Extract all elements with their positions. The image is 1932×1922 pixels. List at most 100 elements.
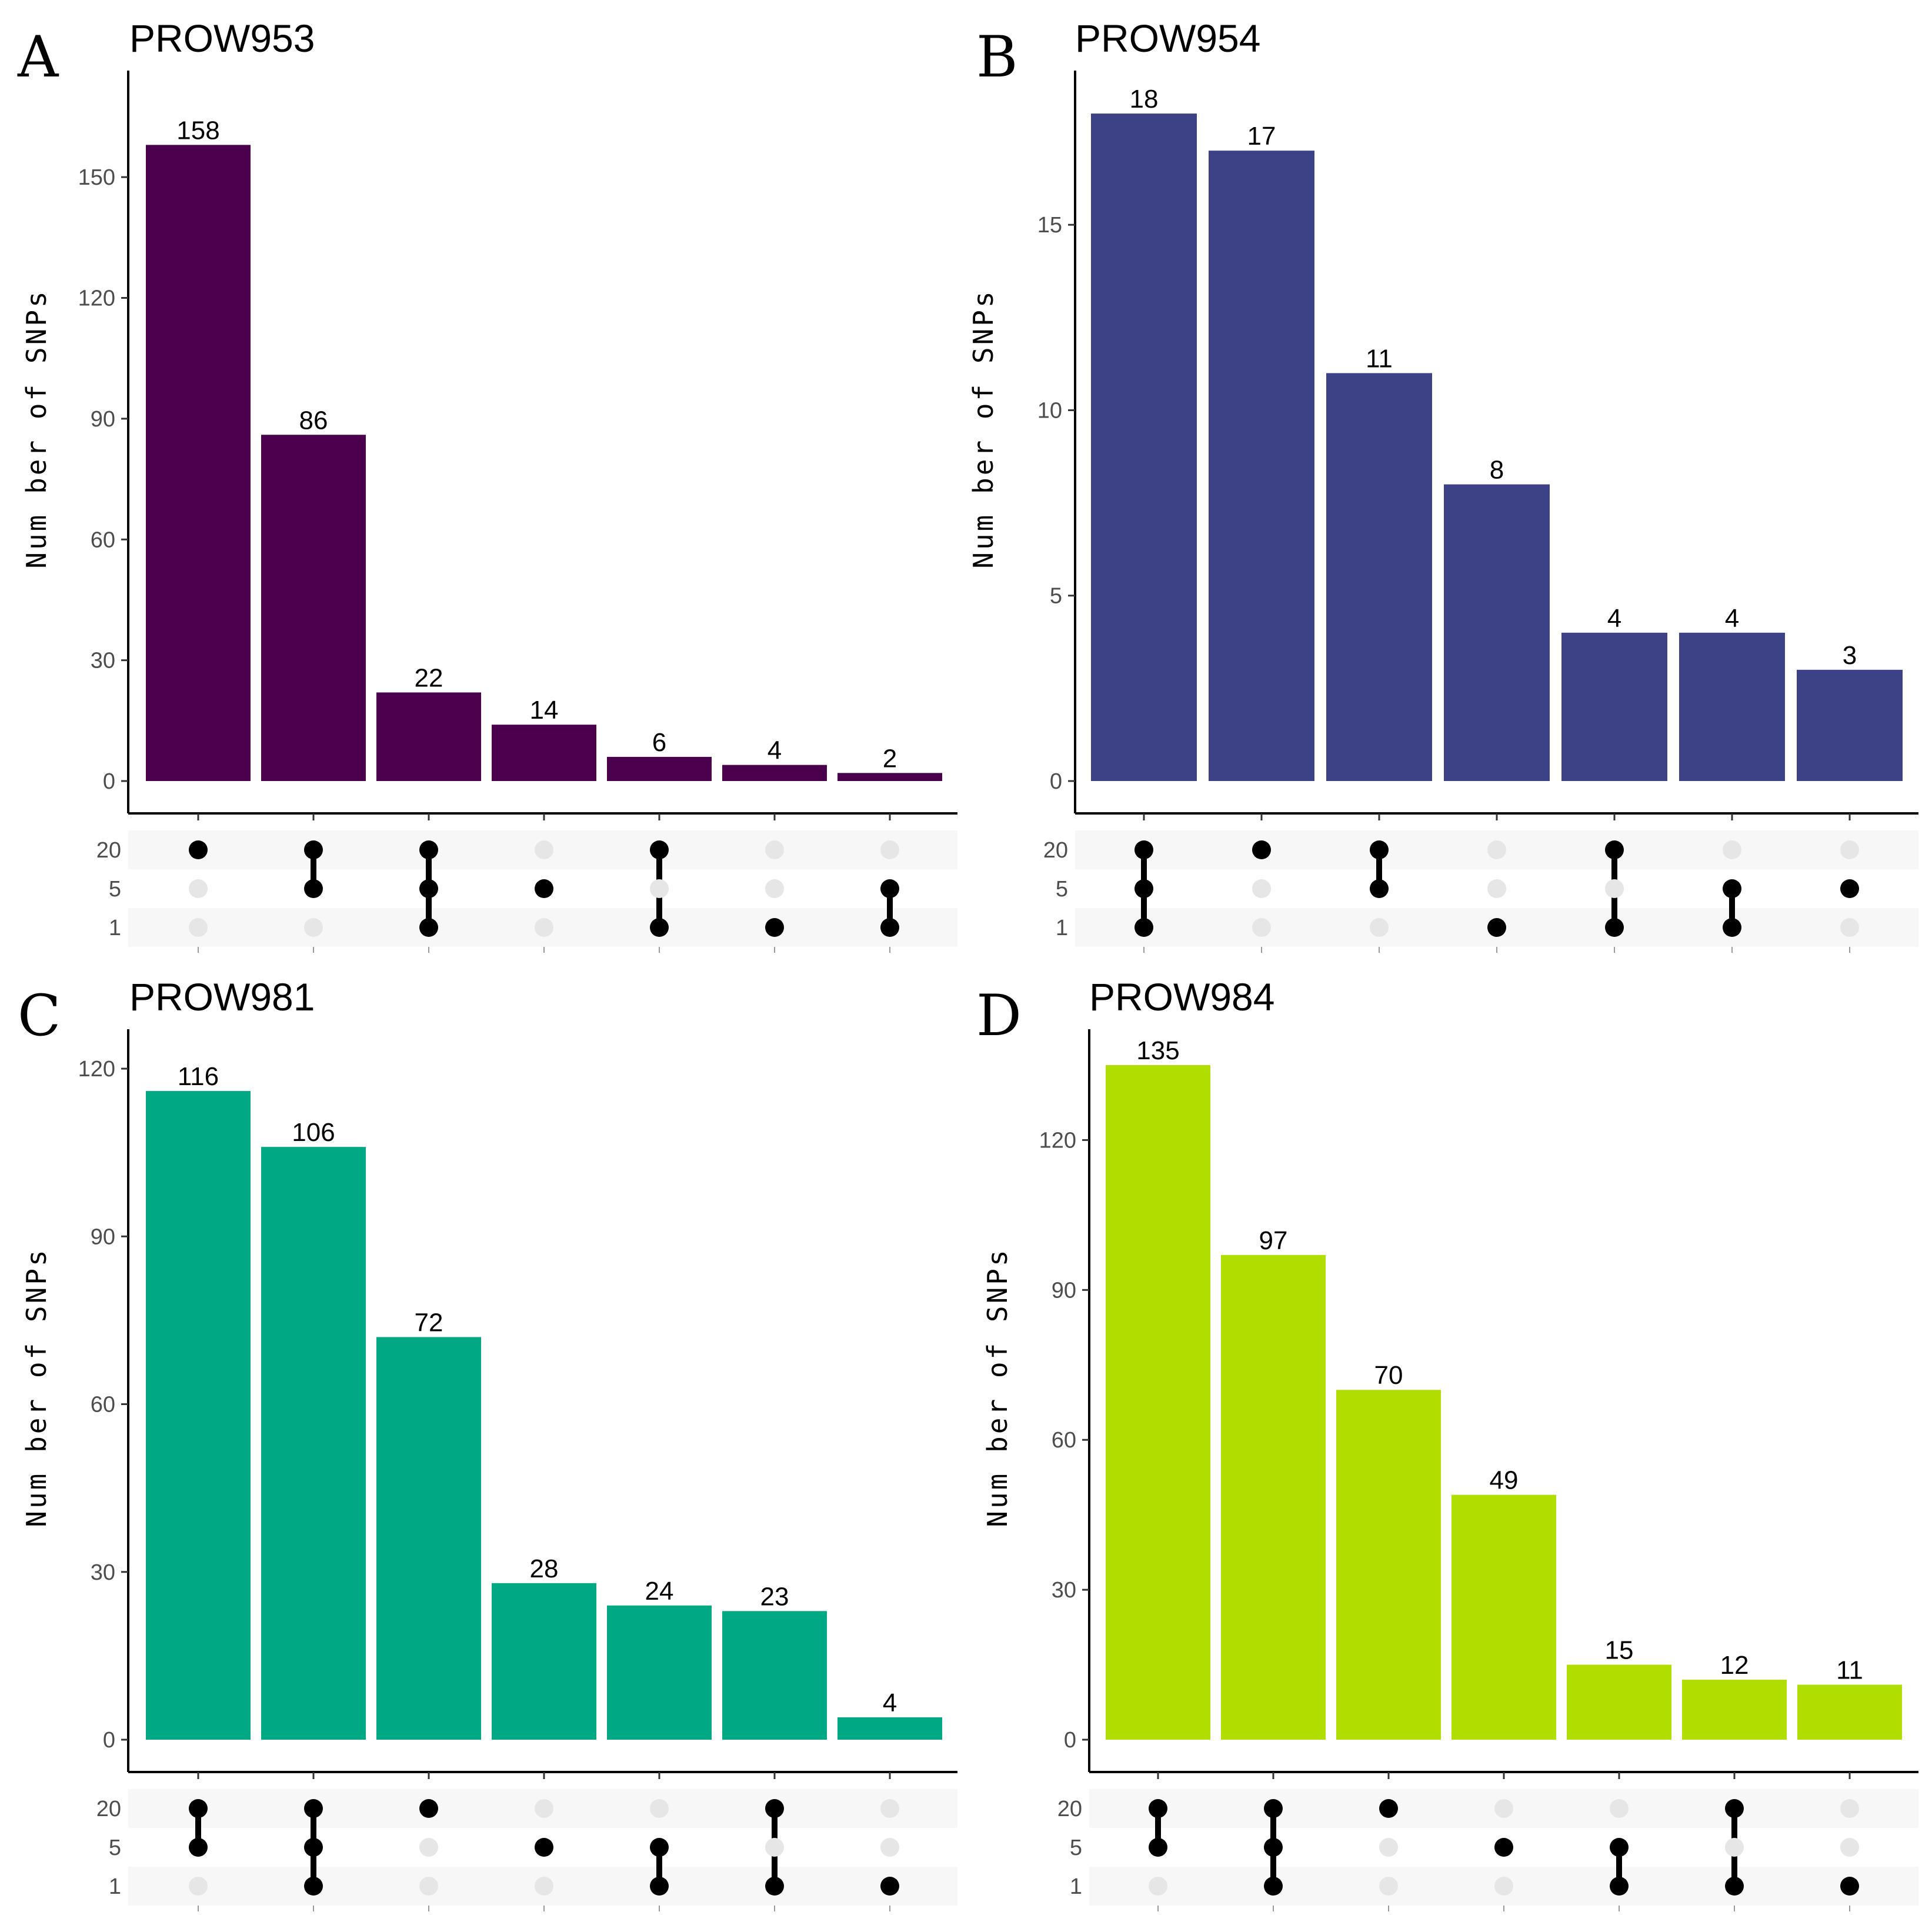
matrix-dot-inactive [650, 1799, 669, 1818]
bar-value-label: 18 [1130, 85, 1159, 114]
matrix-dot-active [189, 1799, 208, 1818]
bar-value-label: 4 [883, 1689, 897, 1717]
panel-letter: C [18, 983, 61, 1049]
bar [1336, 1390, 1441, 1740]
matrix-dot-active [419, 1799, 438, 1818]
y-tick-label: 0 [1050, 769, 1062, 794]
y-tick-label: 90 [91, 1224, 115, 1249]
matrix-dot-active [765, 1799, 784, 1818]
bar-value-label: 116 [178, 1062, 219, 1091]
matrix-dot-active [1487, 918, 1506, 937]
matrix-dot-active [1610, 1877, 1629, 1896]
bar-value-label: 135 [1136, 1036, 1179, 1065]
matrix-dot-active [1725, 1799, 1744, 1818]
matrix-dot-inactive [189, 879, 208, 898]
bar-value-label: 6 [652, 728, 666, 757]
matrix-set-label: 20 [96, 1797, 121, 1821]
matrix-dot-inactive [650, 879, 669, 898]
matrix-set-label: 1 [109, 916, 121, 940]
bar-value-label: 158 [176, 116, 219, 145]
y-tick-label: 120 [78, 286, 115, 311]
bar [837, 773, 942, 781]
matrix-dot-inactive [1487, 879, 1506, 898]
y-tick-label: 0 [1064, 1728, 1076, 1753]
panel-letter: A [17, 24, 59, 90]
bar-value-label: 86 [299, 406, 328, 435]
y-axis-label: Num ber of SNPs [967, 289, 999, 568]
matrix-dot-active [1134, 840, 1153, 859]
bar [607, 1605, 712, 1740]
matrix-dot-active [1264, 1877, 1283, 1896]
bar-value-label: 4 [768, 736, 782, 765]
panel-d: D PROW984 Num ber of SNPs 0 30 60 90 120 20 5 1 135… [976, 975, 1918, 1911]
matrix-dot-active [1723, 918, 1741, 937]
y-axis-label: Num ber of SNPs [21, 1247, 52, 1527]
matrix-dot-inactive [1494, 1877, 1513, 1896]
matrix-dot-active [189, 1838, 208, 1857]
matrix-dot-inactive [1252, 879, 1271, 898]
bar [1091, 114, 1197, 782]
bar-value-label: 49 [1490, 1466, 1519, 1495]
bar-value-label: 23 [760, 1582, 789, 1611]
matrix-dot-active [1840, 879, 1859, 898]
matrix-set-label: 5 [1056, 877, 1068, 902]
y-tick-label: 150 [78, 165, 115, 190]
y-tick-label: 120 [78, 1057, 115, 1082]
y-tick-label: 60 [91, 528, 115, 552]
matrix-dot-inactive [535, 1799, 553, 1818]
matrix-dot-inactive [1610, 1799, 1629, 1818]
y-tick-label: 90 [91, 407, 115, 432]
bar [146, 145, 251, 781]
matrix-dot-active [1370, 840, 1389, 859]
y-axis-label: Num ber of SNPs [21, 289, 52, 568]
matrix-dot-inactive [880, 1838, 899, 1857]
matrix-dot-active [304, 1877, 323, 1896]
matrix-dot-active [304, 1838, 323, 1857]
matrix-set-label: 1 [109, 1874, 121, 1899]
bar [1221, 1254, 1326, 1740]
bar-value-label: 11 [1366, 344, 1393, 373]
matrix-dot-inactive [765, 840, 784, 859]
panel-title: PROW981 [129, 975, 315, 1019]
bar-value-label: 4 [1607, 604, 1621, 633]
panel-letter: D [976, 983, 1022, 1049]
panel-title: PROW984 [1089, 975, 1274, 1019]
y-axis-label: Num ber of SNPs [982, 1247, 1013, 1527]
matrix-dot-active [1149, 1838, 1167, 1857]
matrix-dot-active [1134, 879, 1153, 898]
bar-value-label: 4 [1725, 604, 1739, 633]
bar-value-label: 72 [415, 1308, 443, 1337]
y-tick-label: 30 [1052, 1578, 1076, 1603]
matrix-dot-inactive [1723, 840, 1741, 859]
matrix-dot-active [650, 1838, 669, 1857]
matrix-set-label: 20 [1057, 1797, 1082, 1821]
bar-value-label: 22 [415, 663, 443, 692]
matrix-dot-active [765, 918, 784, 937]
y-tick-label: 60 [91, 1393, 115, 1417]
matrix-set-label: 20 [96, 838, 121, 863]
y-tick-label: 0 [103, 769, 115, 794]
matrix-dot-active [419, 918, 438, 937]
bar [492, 1583, 596, 1740]
bar [376, 692, 481, 781]
bar [261, 1147, 366, 1740]
matrix-dot-active [1840, 1877, 1859, 1896]
bar [376, 1337, 481, 1740]
bar [722, 1611, 827, 1740]
matrix-dot-active [1379, 1799, 1398, 1818]
matrix-dot-inactive [1370, 918, 1389, 937]
matrix-dot-active [1725, 1877, 1744, 1896]
matrix-dot-inactive [880, 1799, 899, 1818]
bar-value-label: 2 [883, 744, 897, 773]
matrix-set-label: 20 [1043, 838, 1068, 863]
matrix-dot-active [304, 1799, 323, 1818]
y-tick-label: 90 [1052, 1278, 1076, 1303]
matrix-dot-inactive [1494, 1799, 1513, 1818]
bar [1451, 1494, 1556, 1740]
y-tick-label: 60 [1052, 1428, 1076, 1453]
matrix-dot-active [1264, 1838, 1283, 1857]
y-tick-label: 5 [1050, 584, 1062, 609]
matrix-dot-active [1610, 1838, 1629, 1857]
matrix-dot-inactive [535, 840, 553, 859]
